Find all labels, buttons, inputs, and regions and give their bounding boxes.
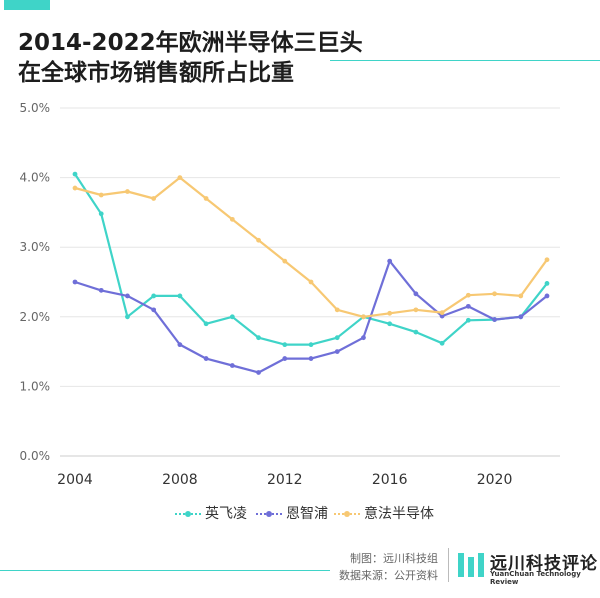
- data-point: [492, 291, 497, 297]
- data-point: [361, 314, 366, 320]
- data-point: [177, 175, 183, 181]
- data-point: [518, 314, 524, 320]
- x-tick-label: 2016: [372, 472, 408, 488]
- footer-source: 数据来源：公开资料: [339, 569, 438, 582]
- bottom-rule: [0, 570, 330, 571]
- data-point: [98, 211, 104, 217]
- y-tick-label: 5.0%: [20, 101, 51, 115]
- data-point: [256, 335, 261, 341]
- data-point: [151, 196, 157, 201]
- data-point: [308, 342, 314, 348]
- data-point: [413, 307, 419, 313]
- data-point: [282, 342, 288, 348]
- data-point: [308, 356, 314, 361]
- data-point: [387, 258, 393, 264]
- footer-maker: 制图：远川科技组: [350, 552, 438, 565]
- data-point: [308, 279, 314, 285]
- brand-name: 远川科技评论: [490, 554, 598, 574]
- chart-title: 2014-2022年欧洲半导体三巨头 在全球市场销售额所占比重: [18, 28, 363, 88]
- y-tick-label: 4.0%: [20, 171, 51, 185]
- data-point: [256, 237, 261, 243]
- legend-swatch: [334, 511, 360, 517]
- y-tick-label: 3.0%: [20, 240, 51, 254]
- data-point: [125, 189, 130, 194]
- data-point: [98, 192, 104, 198]
- legend-swatch: [175, 511, 201, 517]
- legend-label: 恩智浦: [286, 506, 328, 522]
- top-accent-bar: [4, 0, 50, 10]
- data-point: [72, 171, 78, 177]
- legend-label: 英飞凌: [205, 506, 247, 522]
- x-tick-label: 2020: [477, 472, 513, 488]
- data-point: [256, 370, 261, 375]
- data-point: [125, 293, 130, 299]
- data-point: [203, 356, 209, 361]
- brand-subtitle: YuanChuan Technology Review: [490, 570, 581, 586]
- data-point: [282, 258, 288, 264]
- data-point: [72, 185, 78, 191]
- data-point: [229, 216, 235, 222]
- data-point: [387, 321, 393, 327]
- data-point: [151, 307, 157, 313]
- data-point: [465, 303, 471, 309]
- data-point: [465, 292, 471, 298]
- data-point: [334, 349, 340, 354]
- data-point: [282, 356, 288, 361]
- brand-logo-icon: [458, 553, 484, 577]
- data-point: [203, 321, 209, 327]
- line-chart: 0.0% 1.0% 2.0% 3.0% 4.0% 5.0% 2004 2008 2012 2016…: [20, 101, 560, 488]
- data-point: [334, 335, 340, 341]
- y-tick-label: 2.0%: [20, 310, 51, 324]
- data-point: [72, 279, 78, 285]
- data-point: [177, 342, 183, 348]
- data-point: [439, 310, 445, 316]
- data-point: [177, 293, 183, 299]
- data-point: [544, 293, 550, 299]
- legend-swatch: [256, 511, 282, 517]
- data-point: [439, 313, 445, 319]
- data-point: [98, 287, 104, 293]
- legend-item: 英飞凌: [175, 503, 247, 523]
- data-point: [125, 314, 130, 320]
- x-tick-label: 2012: [267, 472, 303, 488]
- data-point: [518, 293, 524, 299]
- x-tick-label: 2004: [57, 472, 93, 488]
- footer-divider: [448, 548, 449, 582]
- data-point: [229, 363, 235, 368]
- data-point: [544, 257, 550, 263]
- chart-title-line1: 2014-2022年欧洲半导体三巨头: [18, 30, 363, 56]
- data-point: [413, 329, 419, 335]
- data-point: [465, 317, 471, 323]
- series-line: [74, 173, 548, 346]
- y-tick-label: 1.0%: [20, 379, 51, 393]
- data-point: [544, 280, 550, 286]
- legend-label: 意法半导体: [364, 506, 434, 522]
- data-point: [387, 310, 393, 316]
- chart-title-line2: 在全球市场销售额所占比重: [18, 60, 294, 86]
- x-tick-label: 2008: [162, 472, 198, 488]
- legend-item: 意法半导体: [334, 503, 434, 523]
- data-point: [203, 196, 209, 201]
- data-point: [413, 291, 419, 297]
- data-point: [151, 293, 157, 299]
- data-point: [361, 335, 366, 341]
- data-point: [229, 314, 235, 320]
- chart-legend: 英飞凌 恩智浦 意法半导体: [0, 503, 600, 523]
- data-point: [334, 307, 340, 313]
- data-point: [439, 340, 445, 346]
- title-rule: [330, 60, 600, 61]
- data-point: [492, 317, 497, 322]
- legend-item: 恩智浦: [256, 503, 328, 523]
- y-tick-label: 0.0%: [20, 449, 51, 463]
